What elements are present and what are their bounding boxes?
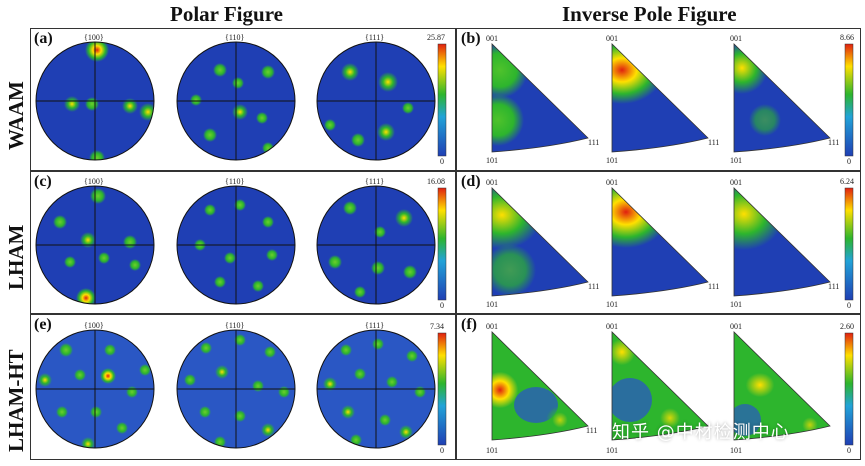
ipf-corner-001: 001 (486, 178, 498, 187)
ipf-corner-001: 001 (730, 34, 742, 43)
pf-colorbar-min: 0 (440, 301, 444, 310)
ipf-colorbar-max: 6.24 (840, 177, 854, 186)
ipf-corner-101: 101 (486, 446, 498, 455)
panel-label-c: (c) (34, 173, 52, 190)
pf-colorbar-min: 0 (440, 446, 444, 455)
panel-c (30, 171, 456, 314)
ipf-colorbar-max: 2.60 (840, 322, 854, 331)
ipf-lham-3 (734, 188, 830, 296)
inverse-pole-figure-header: Inverse Pole Figure (562, 2, 737, 26)
ipf-corner-111: 111 (708, 282, 720, 291)
ipf-corner-111: 111 (588, 282, 600, 291)
ipf-corner-001: 001 (730, 178, 742, 187)
ipf-waam-2 (612, 44, 708, 152)
ipf-corner-101: 101 (730, 300, 742, 309)
pf-lhamht-111 (317, 330, 435, 448)
pf-colorbar-max: 25.87 (427, 33, 445, 42)
ipf-corner-101: 101 (606, 446, 618, 455)
ipf-lham-1 (492, 188, 588, 296)
panel-label-e: (e) (34, 316, 52, 333)
panel-a (30, 28, 456, 171)
ipf-corner-101: 101 (730, 446, 742, 455)
panel-label-b: (b) (461, 30, 481, 47)
ipf-corner-101: 101 (486, 156, 498, 165)
ipf-corner-001: 001 (606, 322, 618, 331)
panel-label-f: (f) (461, 316, 477, 333)
panel-d (456, 171, 861, 314)
ipf-colorbar-min: 0 (847, 446, 851, 455)
panel-label-d: (d) (461, 173, 481, 190)
pf-title-100: {100} (84, 321, 104, 330)
pf-colorbar-min: 0 (440, 157, 444, 166)
pf-colorbar-max: 16.08 (427, 177, 445, 186)
ipf-corner-101: 101 (486, 300, 498, 309)
ipf-corner-101: 101 (606, 156, 618, 165)
pf-title-100: {100} (84, 177, 104, 186)
pf-title-110: {110} (225, 177, 245, 186)
watermark: 知乎 @中材检测中心 (612, 422, 790, 443)
pf-title-100: {100} (84, 33, 104, 42)
ipf-corner-001: 001 (486, 34, 498, 43)
ipf-colorbar-min: 0 (847, 301, 851, 310)
ipf-corner-111: 111 (586, 426, 598, 435)
ipf-waam-1 (492, 44, 588, 152)
pf-title-111: {111} (365, 177, 385, 186)
ipf-lhamht-1 (492, 332, 588, 440)
panel-e (30, 314, 456, 460)
ipf-corner-001: 001 (730, 322, 742, 331)
pf-colorbar-max: 7.34 (430, 322, 444, 331)
ipf-corner-001: 001 (486, 322, 498, 331)
ipf-corner-101: 101 (606, 300, 618, 309)
pf-title-110: {110} (225, 33, 245, 42)
ipf-lham-2 (612, 188, 708, 296)
pf-title-111: {111} (365, 33, 385, 42)
ipf-corner-001: 001 (606, 34, 618, 43)
ipf-corner-101: 101 (730, 156, 742, 165)
ipf-waam-3 (734, 44, 830, 152)
panel-f (456, 314, 861, 460)
pf-title-110: {110} (225, 321, 245, 330)
polar-figure-header: Polar Figure (170, 2, 283, 26)
ipf-corner-111: 111 (828, 138, 840, 147)
ipf-corner-001: 001 (606, 178, 618, 187)
panel-b (456, 28, 861, 171)
ipf-corner-111: 111 (588, 138, 600, 147)
ipf-colorbar-min: 0 (847, 157, 851, 166)
panel-label-a: (a) (34, 30, 53, 47)
ipf-colorbar-max: 8.66 (840, 33, 854, 42)
pf-title-111: {111} (365, 321, 385, 330)
ipf-corner-111: 111 (828, 282, 840, 291)
ipf-corner-111: 111 (708, 138, 720, 147)
